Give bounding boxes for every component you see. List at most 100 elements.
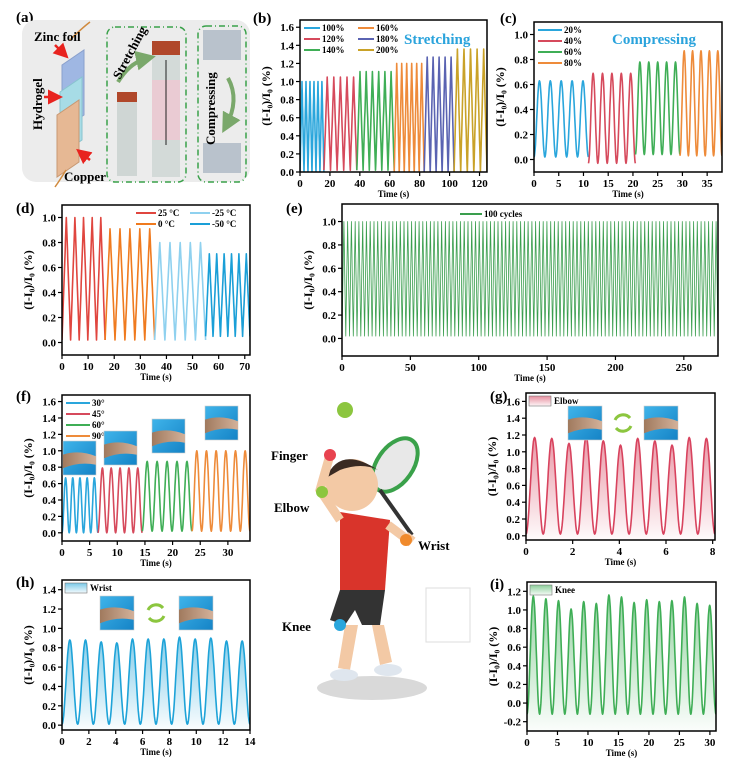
x-tick-label: 0 [297,178,303,190]
x-tick-label: 25 [674,737,686,749]
y-tick-label: 1.2 [506,430,520,442]
elbow-sensor [316,486,328,498]
y-tick-label: 1.4 [42,413,56,425]
panel-label: (e) [286,201,303,217]
x-tick-label: 8 [710,546,716,558]
legend-label: 0 °C [158,219,175,229]
plot-area [342,221,718,337]
series-line-0 [534,80,590,158]
y-tick-label: 1.0 [42,446,56,458]
chart-f: (f) 0 5 10 15 20 25 30 0.0 0.2 0.4 0.6 0.8 1.0 1.2 1.4 1… [16,389,251,568]
x-tick-label: 100 [470,362,487,374]
axes-frame [525,392,716,541]
player-hair [326,459,378,478]
x-tick-label: 4 [113,736,119,748]
legend-label: 100% [322,23,345,33]
x-tick-label: 50 [187,361,199,373]
plot-area [62,450,250,534]
compressing-label: Compressing [203,72,218,145]
arrow-icon [52,42,69,59]
x-tick-label: 2 [86,736,92,748]
series-line-0 [342,221,718,337]
x-tick-label: 25 [195,547,207,559]
x-tick-label: 0 [339,362,345,374]
wrist-label: Wrist [418,538,450,553]
x-tick-label: 30 [135,361,147,373]
y-tick-label: 1.0 [506,447,520,459]
panel-label: (f) [16,389,31,405]
y-axis-label: (I-I₀)/I₀ (%) [21,438,35,498]
x-tick-label: 20 [643,737,655,749]
legend-label: 20% [564,25,582,35]
y-tick-label: 0.4 [42,681,56,693]
legend-label: 40% [564,36,582,46]
arrow-icon [76,148,93,165]
y-tick-label: 0.8 [506,464,520,476]
finger-label: Finger [271,448,308,463]
series-line-0 [62,636,250,725]
legend: Knee [529,584,575,596]
finger-photo-45 [103,430,138,466]
legend-label: 180% [376,34,399,44]
chart-i: (i) 0 5 10 15 20 25 30 -0.2 0.0 0.2 0.4 0.6 0.8 1.0 1.2… [486,577,717,758]
x-tick-label: 0 [523,546,529,558]
sample-photo-short [117,92,137,176]
y-tick-label: 1.0 [507,605,521,617]
x-tick-label: 60 [213,361,225,373]
legend-label: Elbow [554,396,579,406]
legend: Elbow [528,395,579,407]
legend: 100%120%140% 160%180%200% [304,23,399,55]
x-tick-label: 60 [384,178,396,190]
y-tick-label: 1.6 [506,396,520,408]
y-tick-label: 0.4 [42,495,56,507]
series-line-3 [679,50,722,157]
x-tick-label: 20 [109,361,121,373]
wrist-sensor [400,534,412,546]
x-tick-label: 4 [617,546,623,558]
x-tick-label: 250 [676,362,693,374]
wire [69,21,91,41]
chart-h: (h) 0 2 4 6 8 10 12 14 0.0 0.2 0.4 0.6 0.8 1.0 1.2 1.4 Ti… [16,575,256,757]
x-tick-label: 40 [354,178,366,190]
x-tick-label: 30 [222,547,234,559]
series-line-0 [62,477,99,534]
annotation: Compressing [612,32,696,48]
x-tick-label: 200 [607,362,624,374]
y-tick-label: 0.8 [42,462,56,474]
finger-photo-60 [151,418,186,454]
series-line-0 [300,80,325,172]
x-axis-label: Time (s) [514,373,546,383]
x-axis-label: Time (s) [140,372,172,382]
y-tick-label: 0.2 [42,313,56,325]
y-tick-label: 0.0 [42,528,56,540]
legend-swatch [64,582,88,594]
plot-area [527,594,716,731]
series-line-3 [191,450,250,532]
legend-label: 160% [376,23,399,33]
y-axis-label: (I-I₀)/I₀ (%) [493,67,507,127]
series-line-5 [453,48,487,172]
legend-label: 60% [564,47,582,57]
x-tick-label: 10 [578,178,590,190]
x-axis-label: Time (s) [140,747,172,757]
chart-d: (d) 0 10 20 30 40 50 60 70 0.0 0.2 0.4 0.6 0.8 1.0 Time… [16,201,251,382]
compress-photo-bottom [203,143,241,173]
y-tick-label: 0.6 [42,662,56,674]
y-tick-label: 0.0 [280,167,294,179]
zinc-foil-label: Zinc foil [34,29,81,44]
y-tick-label: 0.2 [42,511,56,523]
y-axis-label: (I-I₀)/I₀ (%) [486,627,500,687]
y-tick-label: 0.2 [322,310,336,322]
x-tick-label: 25 [652,178,664,190]
panel-label: (b) [253,11,271,27]
axes-frame [299,19,488,173]
legend: 100 cycles [460,209,523,219]
y-tick-label: -0.2 [504,717,522,729]
legend-label: 45° [92,409,105,419]
x-tick-label: 14 [245,736,257,748]
x-tick-label: 12 [218,736,230,748]
wrist-photo-straight [99,595,135,631]
curved-arrow-icon [116,50,156,84]
series-line-1 [97,467,143,534]
y-tick-label: 0.0 [322,333,336,345]
